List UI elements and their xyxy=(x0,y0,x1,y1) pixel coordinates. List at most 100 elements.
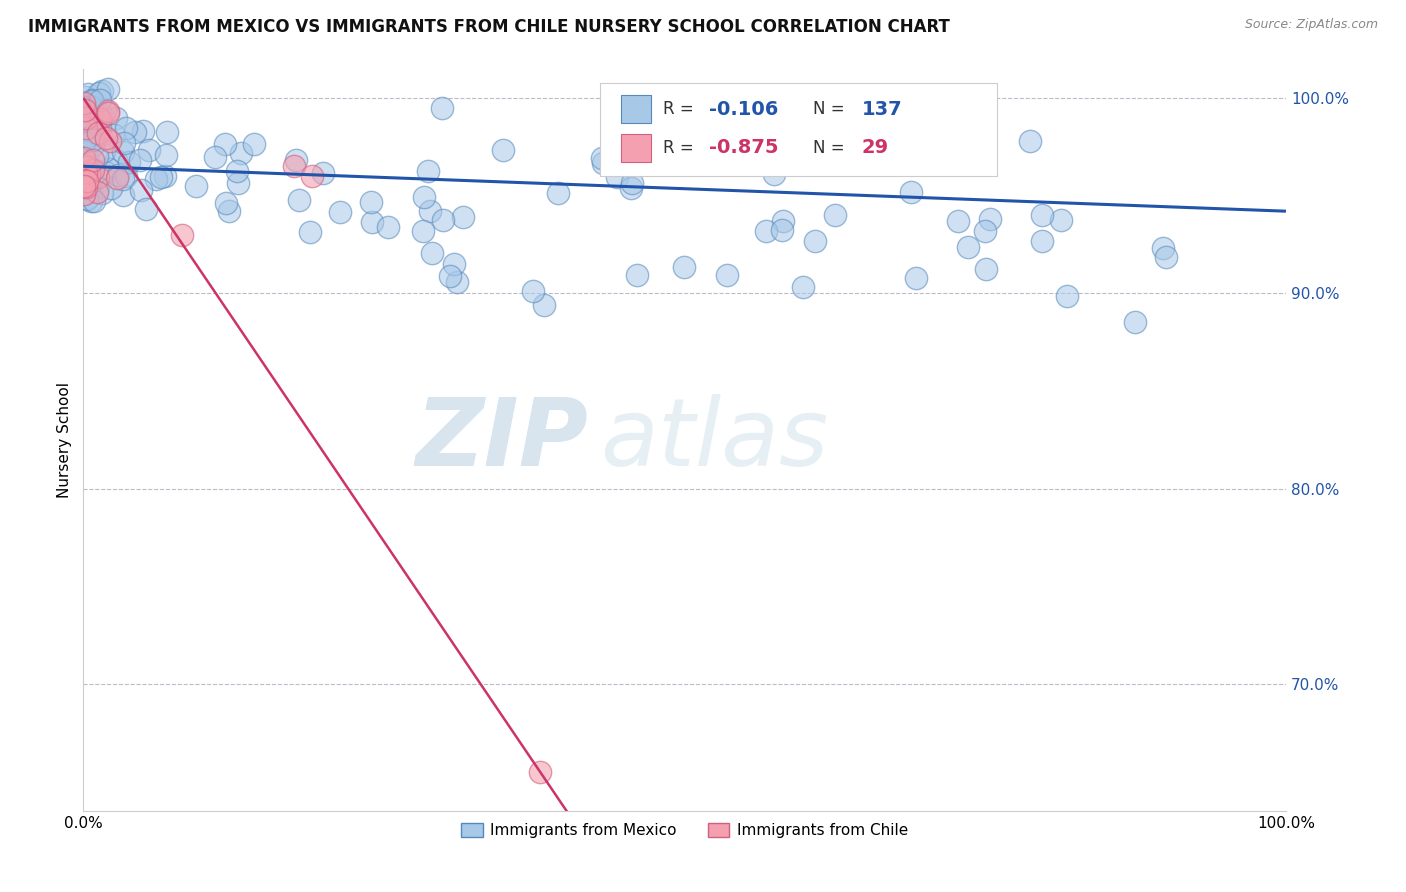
Point xyxy=(76,174,98,188)
Text: IMMIGRANTS FROM MEXICO VS IMMIGRANTS FROM CHILE NURSERY SCHOOL CORRELATION CHART: IMMIGRANTS FROM MEXICO VS IMMIGRANTS FRO… xyxy=(28,18,950,36)
Point xyxy=(97,105,120,120)
Point xyxy=(979,212,1001,227)
Point xyxy=(1123,316,1146,330)
Point xyxy=(225,163,247,178)
Text: N =: N = xyxy=(813,139,851,157)
Point xyxy=(419,203,441,218)
Point xyxy=(104,153,127,168)
Point xyxy=(184,178,207,193)
Point xyxy=(1050,213,1073,227)
Point xyxy=(522,284,544,298)
Point xyxy=(83,194,105,209)
Text: R =: R = xyxy=(664,101,699,119)
Point xyxy=(626,268,648,283)
Point xyxy=(620,181,643,195)
Point xyxy=(905,271,928,285)
Point xyxy=(111,172,134,186)
Point xyxy=(547,186,569,201)
Point xyxy=(83,124,105,138)
Text: 29: 29 xyxy=(862,138,889,158)
Point xyxy=(492,143,515,157)
Point xyxy=(73,187,96,202)
Text: -0.106: -0.106 xyxy=(709,100,778,119)
Point xyxy=(76,192,98,206)
Point xyxy=(105,111,128,125)
Point xyxy=(73,103,96,117)
Point xyxy=(77,130,100,145)
Point xyxy=(439,268,461,283)
Point xyxy=(606,170,628,185)
Point xyxy=(360,194,382,209)
Point xyxy=(80,110,103,124)
Point xyxy=(218,204,240,219)
Point xyxy=(76,148,98,162)
Point xyxy=(82,162,104,177)
Text: 137: 137 xyxy=(862,100,903,119)
FancyBboxPatch shape xyxy=(600,83,997,177)
Point xyxy=(412,224,434,238)
Point xyxy=(1019,134,1042,148)
Point xyxy=(82,128,104,143)
Point xyxy=(77,110,100,124)
Point xyxy=(76,128,98,143)
Point xyxy=(80,161,103,176)
Point xyxy=(75,118,97,132)
Point xyxy=(75,120,97,135)
Point xyxy=(111,187,134,202)
Point xyxy=(90,186,112,200)
Point xyxy=(135,202,157,217)
Point xyxy=(73,101,96,115)
Point xyxy=(124,125,146,139)
Point xyxy=(75,160,97,174)
Point xyxy=(76,87,98,102)
Point xyxy=(287,193,309,207)
Point xyxy=(430,101,453,115)
Point xyxy=(432,212,454,227)
Point xyxy=(79,115,101,129)
Point xyxy=(529,765,551,780)
Point xyxy=(1031,234,1053,248)
Point xyxy=(76,160,98,174)
Point xyxy=(226,176,249,190)
FancyBboxPatch shape xyxy=(621,95,651,123)
FancyBboxPatch shape xyxy=(621,134,651,162)
Point xyxy=(89,112,111,127)
Point xyxy=(72,100,94,114)
Point xyxy=(772,214,794,228)
Point xyxy=(87,181,110,195)
Point xyxy=(131,124,153,138)
Point xyxy=(73,135,96,149)
Point xyxy=(170,227,193,242)
Point xyxy=(329,204,352,219)
Point xyxy=(215,196,238,211)
Point xyxy=(156,125,179,139)
Point xyxy=(946,213,969,227)
Point xyxy=(86,185,108,199)
Point xyxy=(97,104,120,119)
Point xyxy=(77,169,100,184)
Point xyxy=(592,156,614,170)
Point xyxy=(1056,288,1078,302)
Point xyxy=(755,224,778,238)
Point xyxy=(231,145,253,160)
Point xyxy=(416,163,439,178)
Point xyxy=(94,103,117,117)
Point xyxy=(75,112,97,126)
Point xyxy=(83,122,105,136)
Point xyxy=(90,84,112,98)
Point xyxy=(1031,208,1053,222)
Text: N =: N = xyxy=(813,101,851,119)
Point xyxy=(824,208,846,222)
Point xyxy=(412,189,434,203)
Point xyxy=(79,120,101,134)
Point xyxy=(301,169,323,183)
Point xyxy=(100,134,122,148)
Point xyxy=(214,136,236,151)
Point xyxy=(79,166,101,180)
Point xyxy=(82,106,104,120)
Point xyxy=(90,109,112,123)
Point xyxy=(138,143,160,157)
Point xyxy=(533,298,555,312)
Point xyxy=(683,103,706,117)
Point xyxy=(73,90,96,104)
